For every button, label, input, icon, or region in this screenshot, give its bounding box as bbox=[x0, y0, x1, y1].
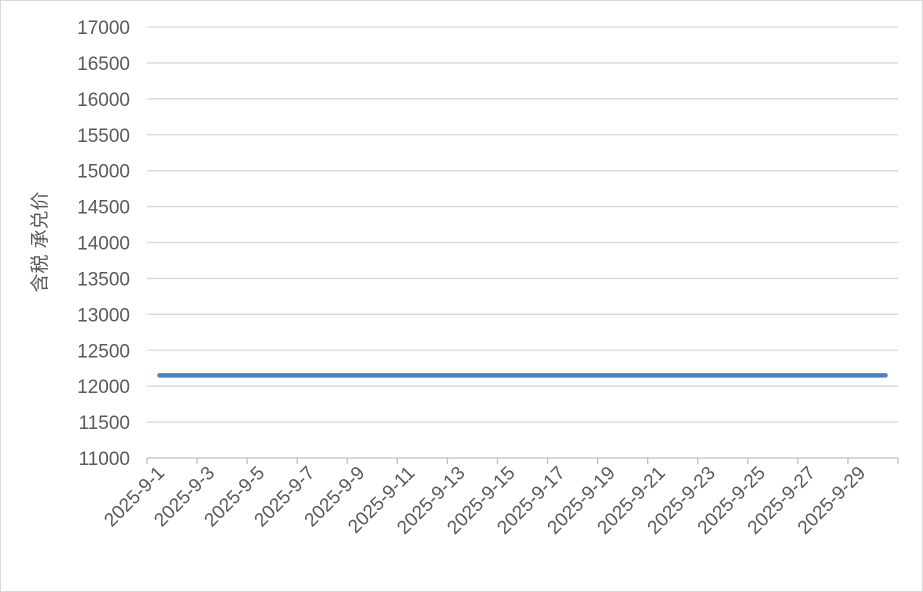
y-tick-label: 16500 bbox=[77, 54, 130, 75]
y-axis-ticks: 11000 11500 12000 12500 13000 13500 14000 14500… bbox=[77, 18, 130, 470]
y-tick-label: 11000 bbox=[79, 449, 130, 470]
y-tick-label: 13000 bbox=[77, 305, 130, 326]
y-tick-label: 14000 bbox=[77, 234, 130, 255]
y-tick-label: 17000 bbox=[77, 18, 130, 39]
y-axis-title: 含税 承兑价 bbox=[29, 191, 51, 292]
y-tick-label: 13500 bbox=[77, 269, 130, 290]
y-tick-label: 16000 bbox=[77, 90, 130, 111]
y-tick-label: 12500 bbox=[77, 341, 130, 362]
y-tick-label: 12000 bbox=[77, 377, 130, 398]
gridlines bbox=[147, 26, 898, 423]
x-axis: 2025-9-12025-9-32025-9-52025-9-72025-9-9… bbox=[100, 457, 899, 539]
y-tick-label: 15000 bbox=[77, 162, 130, 183]
y-tick-label: 11500 bbox=[79, 413, 130, 434]
y-tick-label: 14500 bbox=[77, 198, 130, 219]
y-tick-label: 15500 bbox=[77, 126, 130, 147]
